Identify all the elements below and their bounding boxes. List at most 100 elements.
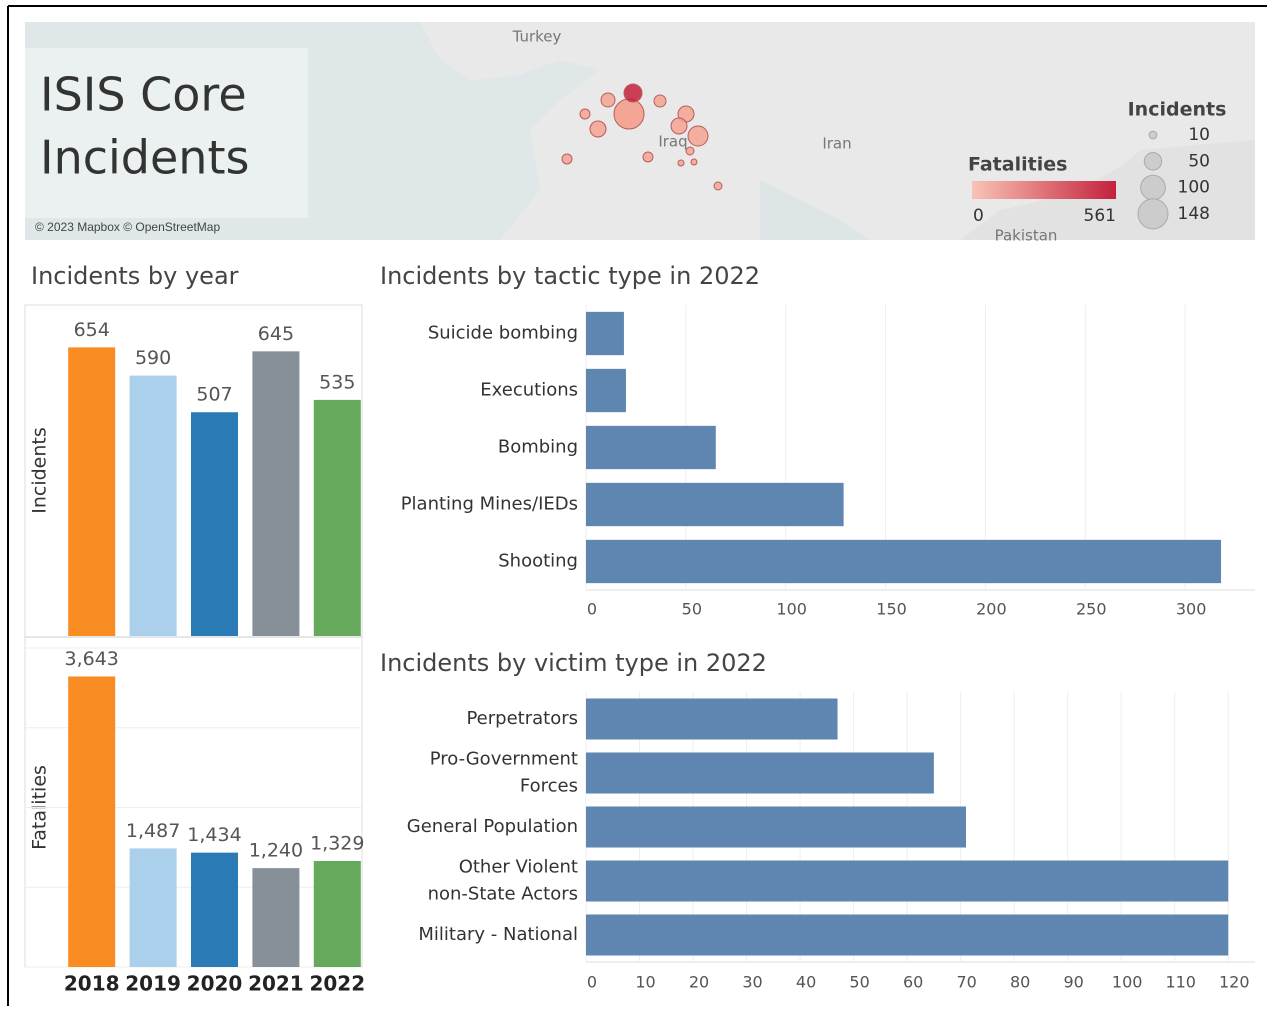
x-tick-label: 120: [1219, 973, 1250, 992]
place-label: Iraq: [658, 133, 687, 151]
place-label: Iran: [822, 135, 851, 153]
legend-size-label: 10: [1188, 125, 1210, 145]
map-bubble: [623, 83, 643, 103]
legend-min: 0: [973, 206, 984, 226]
legend-size-circle: [1140, 174, 1166, 201]
chart-title: Incidents by victim type in 2022: [380, 649, 767, 677]
map-bubble: [685, 146, 695, 156]
y-tick-label: General Population: [407, 816, 578, 837]
bar: [129, 375, 177, 636]
value-label: 535: [319, 371, 355, 393]
map-bubble: [613, 98, 645, 130]
bar: [586, 860, 1229, 902]
map-bubbles: [561, 83, 723, 191]
legend-title: Fatalities: [968, 154, 1067, 176]
bar: [586, 425, 716, 470]
x-tick-label: 0: [587, 600, 597, 619]
map-bubble: [600, 92, 616, 108]
y-tick-label: Pro-Government Forces: [430, 749, 578, 797]
map-bubble: [579, 108, 591, 120]
place-label: Pakistan: [995, 227, 1058, 245]
legend-size-circle: [1148, 130, 1158, 140]
y-tick-label: Military - National: [418, 924, 578, 945]
x-tick-label: 0: [587, 973, 597, 992]
y-tick-label: Bombing: [498, 437, 578, 458]
y-tick-label: Other Violent non-State Actors: [428, 857, 578, 905]
value-label: 590: [135, 347, 171, 369]
bar: [586, 368, 626, 413]
place-label: Turkey: [512, 28, 562, 46]
x-tick-label: 10: [635, 973, 655, 992]
x-tick-label: 2022: [309, 972, 365, 996]
x-tick-label: 70: [956, 973, 976, 992]
bar: [191, 412, 238, 636]
legend-size-label: 50: [1188, 151, 1210, 171]
legend-size-circle: [1137, 198, 1169, 230]
x-tick-label: 90: [1064, 973, 1084, 992]
bar: [313, 399, 361, 636]
y-tick-label: Perpetrators: [466, 708, 578, 729]
x-tick-label: 2019: [125, 972, 181, 996]
x-tick-label: 100: [1112, 973, 1143, 992]
attribution: © 2023 Mapbox © OpenStreetMap: [35, 220, 220, 234]
bar: [586, 752, 934, 794]
gulf: [760, 180, 870, 240]
bar: [586, 914, 1229, 956]
map-bubble: [561, 153, 573, 165]
x-tick-label: 60: [903, 973, 923, 992]
bar: [191, 852, 238, 967]
value-label: 1,329: [310, 833, 364, 855]
bar: [586, 482, 844, 527]
bar: [313, 861, 361, 967]
legend-size-label: 148: [1178, 204, 1210, 224]
bar: [586, 698, 838, 740]
y-tick-label: Suicide bombing: [428, 323, 578, 344]
map-bubble: [653, 94, 667, 108]
x-tick-label: 20: [689, 973, 709, 992]
x-tick-label: 300: [1176, 600, 1207, 619]
legend-max: 561: [1084, 206, 1116, 226]
x-tick-label: 200: [976, 600, 1007, 619]
value-label: 507: [196, 384, 232, 406]
map-bubble: [589, 120, 607, 138]
title-panel: [25, 48, 308, 218]
x-tick-label: 2018: [64, 972, 120, 996]
bar: [586, 806, 966, 848]
fatalities-gradient: [972, 181, 1116, 199]
x-tick-label: 100: [776, 600, 807, 619]
bar: [252, 351, 300, 636]
bar: [586, 311, 624, 356]
map-bubble: [670, 117, 688, 135]
y-tick-label: Planting Mines/IEDs: [401, 494, 578, 515]
x-tick-label: 250: [1076, 600, 1107, 619]
map-bubble: [713, 181, 723, 191]
map-title: ISIS Core Incidents: [40, 67, 249, 184]
x-tick-label: 50: [682, 600, 702, 619]
x-tick-label: 2021: [248, 972, 304, 996]
legend-size-label: 100: [1178, 178, 1210, 198]
x-tick-label: 110: [1165, 973, 1196, 992]
value-label: 1,240: [249, 840, 303, 862]
x-tick-label: 2020: [187, 972, 243, 996]
value-label: 1,487: [126, 820, 180, 842]
value-label: 1,434: [187, 824, 241, 846]
y-tick-label: Shooting: [498, 551, 578, 572]
value-label: 3,643: [64, 648, 118, 670]
legend-title: Incidents: [1128, 99, 1227, 121]
bar: [68, 347, 116, 636]
y-tick-label: Executions: [480, 380, 578, 401]
y-axis-label: Incidents: [29, 427, 51, 514]
x-tick-label: 150: [876, 600, 907, 619]
bar: [129, 848, 177, 967]
chart-title: Incidents by year: [31, 262, 239, 290]
value-label: 645: [258, 323, 294, 345]
x-tick-label: 80: [1010, 973, 1030, 992]
chart-title: Incidents by tactic type in 2022: [380, 262, 760, 290]
x-tick-label: 30: [742, 973, 762, 992]
legend-size-circle: [1143, 152, 1163, 171]
x-tick-label: 50: [849, 973, 869, 992]
bar: [252, 868, 300, 967]
value-label: 654: [74, 319, 110, 341]
